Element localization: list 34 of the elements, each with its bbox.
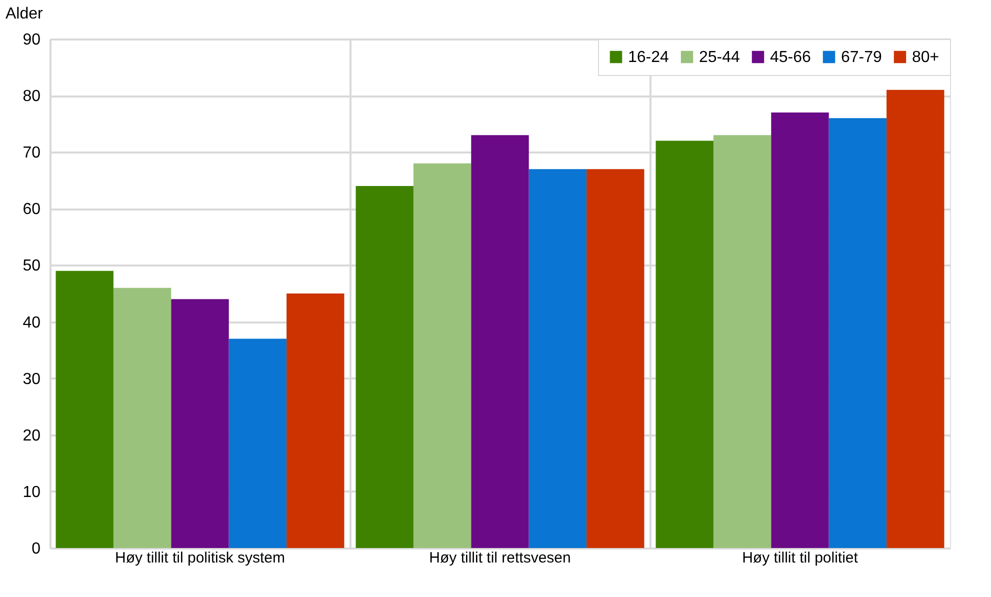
bar — [656, 140, 714, 548]
bar — [528, 169, 587, 548]
legend-label: 67-79 — [841, 49, 882, 66]
y-tick-label: 0 — [32, 540, 41, 558]
y-tick-label: 50 — [22, 258, 41, 275]
y-tick-label: 10 — [22, 484, 41, 501]
bar — [113, 288, 172, 548]
legend-label: 80+ — [912, 49, 940, 66]
legend-label: 16-24 — [628, 49, 670, 66]
x-tick-label: Høy tillit til politiet — [742, 550, 859, 566]
bar — [471, 135, 529, 548]
bar — [413, 163, 472, 548]
bar — [356, 186, 414, 548]
bar — [828, 118, 887, 548]
y-tick-label: 30 — [22, 370, 41, 388]
x-tick-label: Høy tillit til rettsvesen — [429, 550, 571, 566]
bar — [286, 294, 344, 548]
bar — [171, 299, 229, 548]
y-axis-title: Alder — [6, 6, 44, 22]
bar — [771, 112, 829, 548]
y-tick-label: 40 — [22, 314, 41, 332]
bar — [228, 338, 287, 548]
bar — [886, 90, 944, 548]
legend-label: 25-44 — [699, 49, 740, 66]
y-tick-label: 80 — [22, 88, 41, 106]
bar — [56, 270, 114, 548]
x-tick-label: Høy tillit til politisk system — [114, 550, 286, 566]
bar — [713, 135, 772, 548]
y-tick-label: 90 — [22, 32, 41, 48]
y-tick-label: 70 — [22, 144, 41, 162]
bar — [586, 169, 644, 548]
y-tick-label: 20 — [22, 427, 41, 444]
y-tick-label: 60 — [22, 201, 41, 218]
legend-label: 45-66 — [770, 49, 812, 66]
